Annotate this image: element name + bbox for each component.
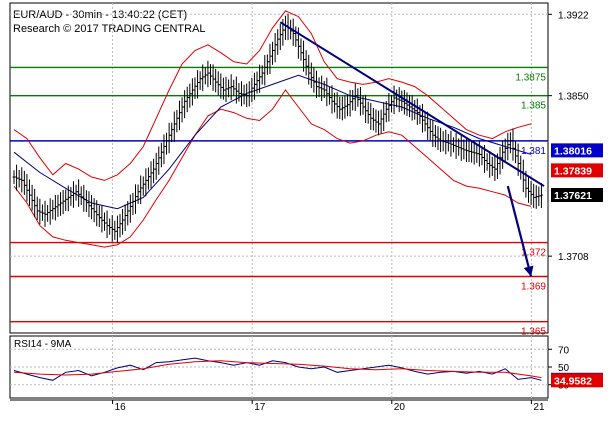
price-value-tag-box bbox=[551, 163, 603, 178]
rsi-y-tick-label: 70 bbox=[558, 345, 570, 356]
bollinger-upper-line bbox=[13, 10, 532, 181]
price-panel-frame bbox=[9, 2, 549, 334]
forecast-arrow-head bbox=[523, 265, 534, 277]
price-value-tag-box bbox=[551, 188, 603, 203]
price-y-tick-label: 1.3708 bbox=[558, 252, 589, 263]
price-value-tag: 1.37621 bbox=[554, 190, 592, 202]
level-label-pivot: 1.381 bbox=[521, 146, 546, 157]
chart-title: EUR/AUD - 30min - 13:40:22 (CET) bbox=[13, 9, 188, 21]
x-tick-label: 20 bbox=[394, 402, 406, 413]
x-tick-label: 17 bbox=[254, 402, 266, 413]
rsi-y-tick-label: 50 bbox=[558, 363, 570, 374]
chart-subtitle: Research © 2017 TRADING CENTRAL bbox=[13, 23, 206, 35]
price-value-tag: 1.37839 bbox=[554, 165, 592, 177]
rsi-ma-line bbox=[13, 360, 542, 379]
forecast-arrow-shaft bbox=[506, 185, 533, 277]
level-label-resistance: 1.3875 bbox=[515, 72, 546, 83]
level-label-support: 1.365 bbox=[521, 327, 546, 338]
trendline bbox=[279, 21, 545, 187]
price-value-tag-box bbox=[551, 143, 603, 158]
rsi-line bbox=[13, 357, 542, 381]
x-tick-label: 21 bbox=[533, 402, 545, 413]
level-label-resistance: 1.385 bbox=[521, 101, 546, 112]
bollinger-lower-line bbox=[13, 89, 532, 248]
price-value-tag: 1.38016 bbox=[554, 145, 592, 157]
price-y-tick-label: 1.3922 bbox=[558, 10, 589, 21]
x-tick-label: 16 bbox=[115, 402, 127, 413]
price-y-tick-label: 1.3850 bbox=[558, 92, 589, 103]
rsi-title: RSI14 - 9MA bbox=[14, 339, 72, 350]
level-label-support: 1.369 bbox=[521, 281, 546, 292]
rsi-value-tag: 34.9582 bbox=[554, 375, 592, 387]
level-label-support: 1.372 bbox=[521, 248, 546, 259]
rsi-value-tag-box bbox=[551, 373, 603, 388]
